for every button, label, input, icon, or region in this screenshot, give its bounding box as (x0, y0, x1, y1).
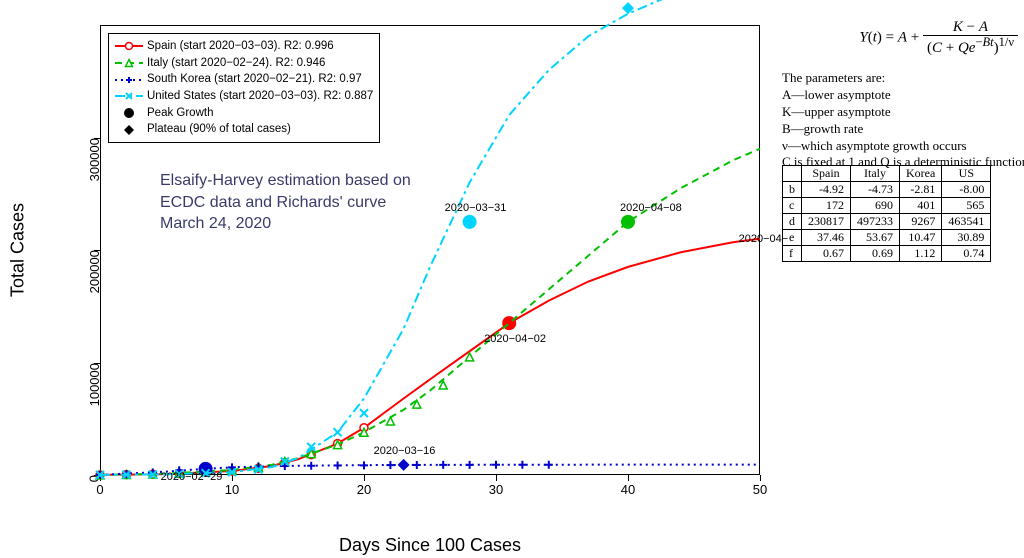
plateau-label: 2020−04− (739, 233, 789, 245)
plateau-label: 2020−03−16 (374, 445, 436, 457)
legend-item: Italy (start 2020−02−24). R2: 0.946 (115, 55, 373, 72)
peak-label: 2020−04−02 (484, 333, 546, 345)
peak-label: 2020−04−08 (620, 202, 682, 214)
legend-item: Plateau (90% of total cases) (115, 121, 373, 138)
legend-item: United States (start 2020−03−03). R2: 0.… (115, 88, 373, 105)
legend-item: Spain (start 2020−03−03). R2: 0.996 (115, 38, 373, 55)
chart-annotation: Elsaify-Harvey estimation based onECDC d… (160, 170, 411, 235)
legend-item: Peak Growth (115, 105, 373, 122)
legend: Spain (start 2020−03−03). R2: 0.996Italy… (108, 33, 380, 143)
peak-label: 2020−03−31 (445, 202, 507, 214)
legend-item: South Korea (start 2020−02−21). R2: 0.97 (115, 71, 373, 88)
peak-label: 2020−02−29 (161, 471, 223, 483)
